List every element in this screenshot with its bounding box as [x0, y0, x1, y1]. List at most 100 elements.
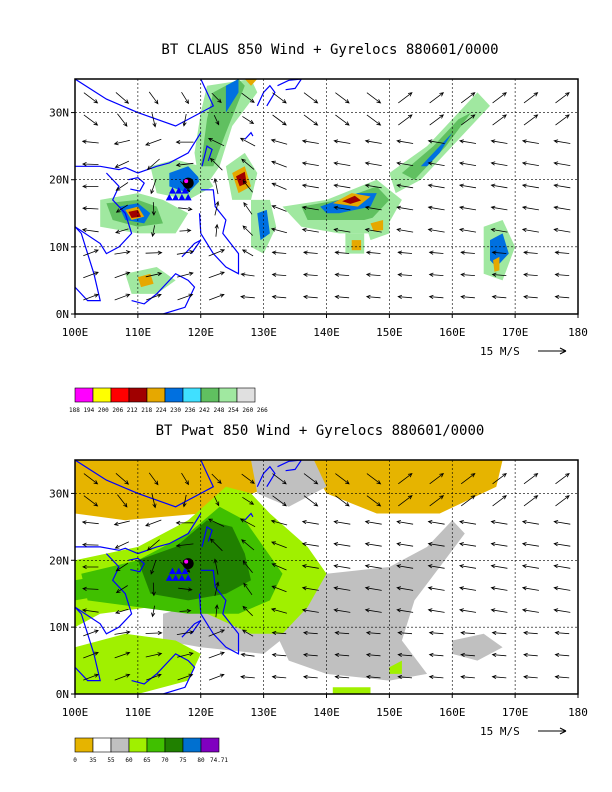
x-tick-label: 130E — [250, 326, 277, 339]
coastline — [244, 512, 254, 521]
wind-vector — [555, 114, 570, 126]
wind-vector — [115, 92, 130, 104]
wind-vector — [82, 184, 99, 189]
wind-vector — [209, 538, 223, 552]
wind-vector — [151, 113, 157, 128]
wind-vector — [301, 205, 319, 211]
wind-vector — [145, 630, 163, 636]
wind-vector — [214, 223, 219, 237]
cloud-region — [401, 112, 472, 180]
wind-vector — [365, 272, 381, 277]
colorbar-label: 70 — [161, 757, 169, 764]
x-tick-label: 160E — [439, 706, 466, 719]
wind-vector — [397, 652, 413, 658]
wind-vector — [114, 630, 131, 635]
cloud-region — [490, 233, 509, 267]
wind-vector — [491, 250, 507, 255]
wind-vector — [114, 673, 131, 681]
wind-vector — [241, 249, 254, 257]
y-tick-label: 0N — [56, 688, 69, 701]
wind-vector — [553, 564, 571, 569]
wind-vector — [271, 585, 287, 593]
wind-vector — [553, 608, 571, 613]
wind-vector — [181, 472, 189, 486]
wind-vector — [491, 630, 507, 635]
wind-vector — [302, 652, 318, 658]
wind-vector — [175, 543, 194, 548]
wind-vector — [83, 473, 99, 485]
wind-reference-arrow — [538, 727, 567, 735]
wind-vector — [151, 225, 156, 238]
wind-vector — [492, 92, 507, 104]
x-tick-label: 180 — [568, 326, 588, 339]
wind-vector — [398, 495, 413, 507]
wind-vector — [364, 205, 382, 211]
wind-vector — [554, 674, 570, 680]
gyre-triangle — [175, 567, 183, 575]
wind-vector — [554, 652, 570, 658]
wind-vector — [81, 520, 99, 525]
wind-vector — [241, 629, 254, 637]
wind-vector — [214, 581, 220, 596]
wind-vector — [427, 205, 445, 211]
wind-vector — [397, 630, 413, 635]
wind-vector — [301, 520, 319, 525]
wind-vector — [333, 227, 351, 233]
wind-vector — [427, 520, 445, 525]
wind-vector — [397, 674, 413, 680]
colorbar-swatch — [200, 387, 220, 403]
wind-vector — [150, 559, 157, 575]
wind-vector — [81, 162, 99, 167]
panel-title: BT Pwat 850 Wind + Gyrelocs 880601/0000 — [156, 423, 485, 439]
colorbar-swatch — [182, 387, 202, 403]
coastline — [75, 79, 215, 127]
wind-vector — [114, 541, 130, 549]
wind-vector — [429, 114, 445, 126]
wind-vector — [555, 495, 570, 507]
wind-vector — [150, 179, 157, 195]
wind-vector — [83, 629, 99, 637]
wind-vector — [146, 539, 160, 551]
colorbar-swatch — [110, 387, 130, 403]
wind-vector — [490, 161, 508, 166]
wind-vector — [458, 608, 477, 613]
wind-vector — [113, 139, 130, 146]
x-tick-label: 100E — [62, 706, 89, 719]
wind-vector — [207, 518, 225, 527]
wind-vector — [427, 161, 445, 166]
gyre-triangle — [181, 187, 189, 194]
wind-vector — [178, 206, 193, 212]
wind-vector — [272, 495, 287, 507]
wind-vector — [521, 205, 539, 211]
wind-vector — [364, 586, 382, 591]
wind-vector — [333, 520, 351, 525]
wind-vector — [81, 608, 99, 613]
wind-vector — [81, 228, 99, 233]
coastline — [75, 172, 133, 255]
wind-vector — [241, 92, 255, 103]
wind-vector — [146, 673, 162, 681]
pwat-region — [276, 520, 465, 681]
wind-vector — [145, 519, 162, 527]
gyre-triangle — [178, 193, 186, 201]
x-tick-label: 130E — [250, 706, 277, 719]
colorbar-label: 60 — [125, 757, 133, 764]
wind-vector — [333, 183, 351, 189]
wind-vector — [213, 495, 220, 507]
wind-vector — [365, 250, 381, 255]
wind-vector — [396, 139, 414, 144]
wind-vector — [148, 472, 159, 486]
wind-vector — [301, 608, 319, 613]
y-tick-label: 10N — [49, 241, 69, 254]
wind-vector — [208, 651, 225, 659]
wind-vector — [182, 494, 187, 508]
coastline — [198, 189, 240, 275]
cloud-region — [225, 79, 239, 113]
x-tick-label: 110E — [125, 326, 152, 339]
wind-vector — [271, 541, 287, 549]
wind-vector — [243, 582, 253, 596]
wind-vector — [148, 91, 159, 105]
wind-vector — [270, 519, 288, 526]
wind-vector — [181, 91, 189, 105]
wind-vector — [428, 272, 444, 277]
